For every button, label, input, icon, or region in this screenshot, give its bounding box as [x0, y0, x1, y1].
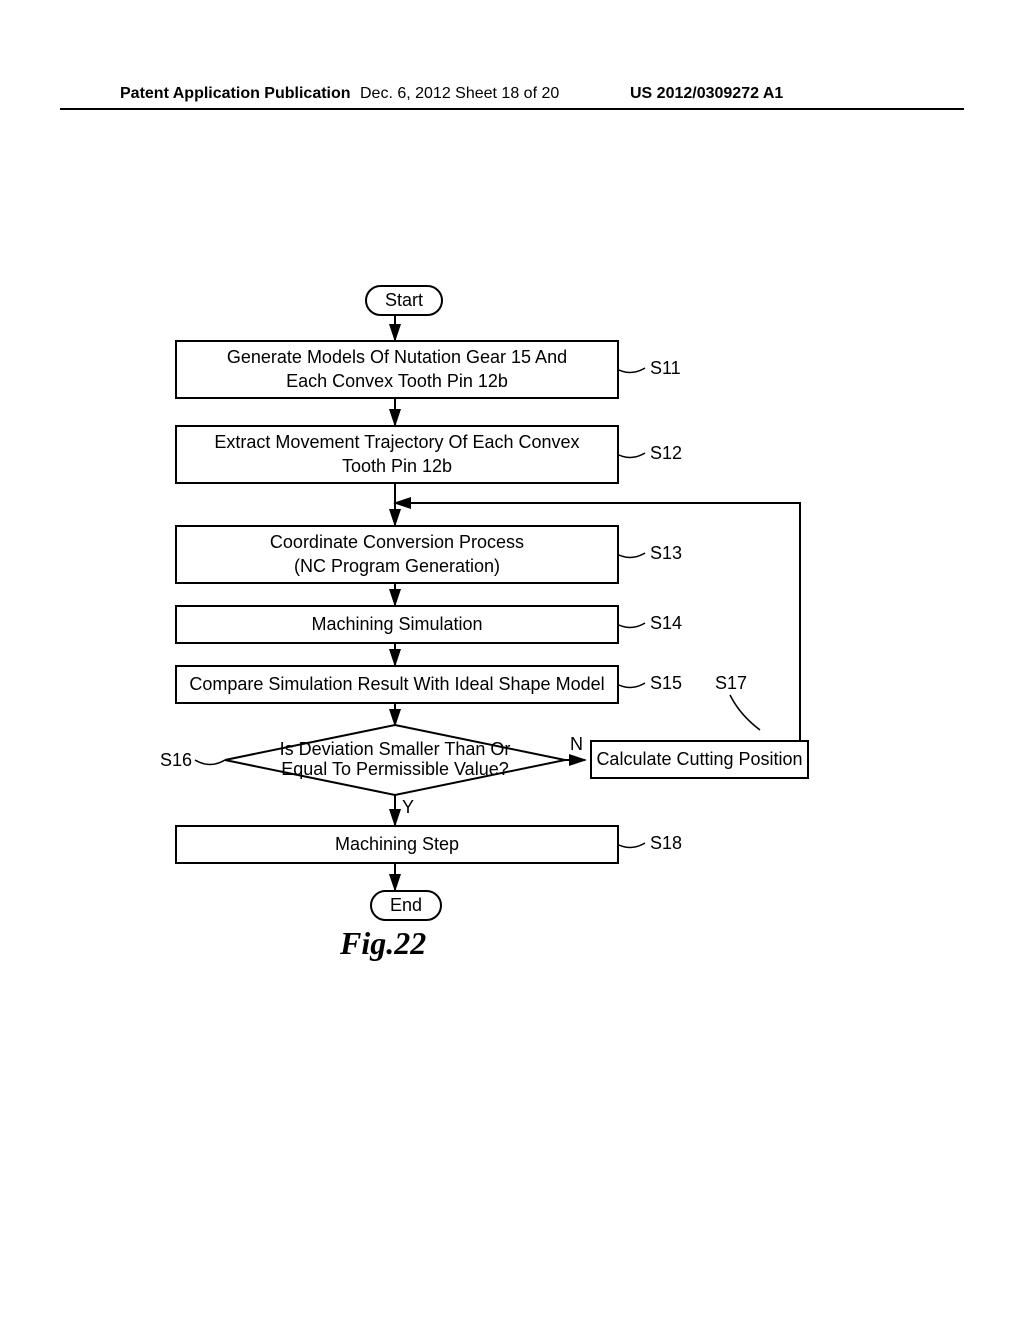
header-left: Patent Application Publication	[120, 85, 351, 103]
end-text: End	[390, 895, 422, 915]
header-rule	[60, 108, 964, 110]
step-s18: Machining Step	[175, 825, 619, 864]
step-s13: Coordinate Conversion Process (NC Progra…	[175, 525, 619, 584]
svg-text:Y: Y	[402, 797, 414, 817]
end-terminal: End	[370, 890, 442, 921]
label-s18: S18	[650, 833, 682, 854]
start-text: Start	[385, 290, 423, 310]
label-s12: S12	[650, 443, 682, 464]
figure-caption: Fig.22	[340, 925, 426, 962]
svg-text:N: N	[570, 734, 583, 754]
step-s12: Extract Movement Trajectory Of Each Conv…	[175, 425, 619, 484]
label-s16: S16	[160, 750, 192, 771]
svg-text:Is Deviation Smaller Than Or: Is Deviation Smaller Than Or	[280, 739, 511, 759]
step-s17: Calculate Cutting Position	[590, 740, 809, 779]
s17-text: Calculate Cutting Position	[596, 748, 802, 771]
step-s14: Machining Simulation	[175, 605, 619, 644]
label-s14: S14	[650, 613, 682, 634]
header-mid: Dec. 6, 2012 Sheet 18 of 20	[360, 85, 559, 103]
step-s11: Generate Models Of Nutation Gear 15 And …	[175, 340, 619, 399]
s14-text: Machining Simulation	[311, 613, 482, 636]
label-s13: S13	[650, 543, 682, 564]
label-s17: S17	[715, 673, 747, 694]
s13-text: Coordinate Conversion Process (NC Progra…	[270, 531, 524, 578]
s11-text: Generate Models Of Nutation Gear 15 And …	[227, 346, 567, 393]
svg-text:Equal To Permissible Value?: Equal To Permissible Value?	[281, 759, 508, 779]
label-s15: S15	[650, 673, 682, 694]
header-right: US 2012/0309272 A1	[630, 85, 783, 103]
s15-text: Compare Simulation Result With Ideal Sha…	[189, 673, 604, 696]
s12-text: Extract Movement Trajectory Of Each Conv…	[214, 431, 579, 478]
s18-text: Machining Step	[335, 833, 459, 856]
step-s15: Compare Simulation Result With Ideal Sha…	[175, 665, 619, 704]
label-s11: S11	[650, 358, 681, 379]
start-terminal: Start	[365, 285, 443, 316]
page: Patent Application Publication Dec. 6, 2…	[0, 0, 1024, 1320]
